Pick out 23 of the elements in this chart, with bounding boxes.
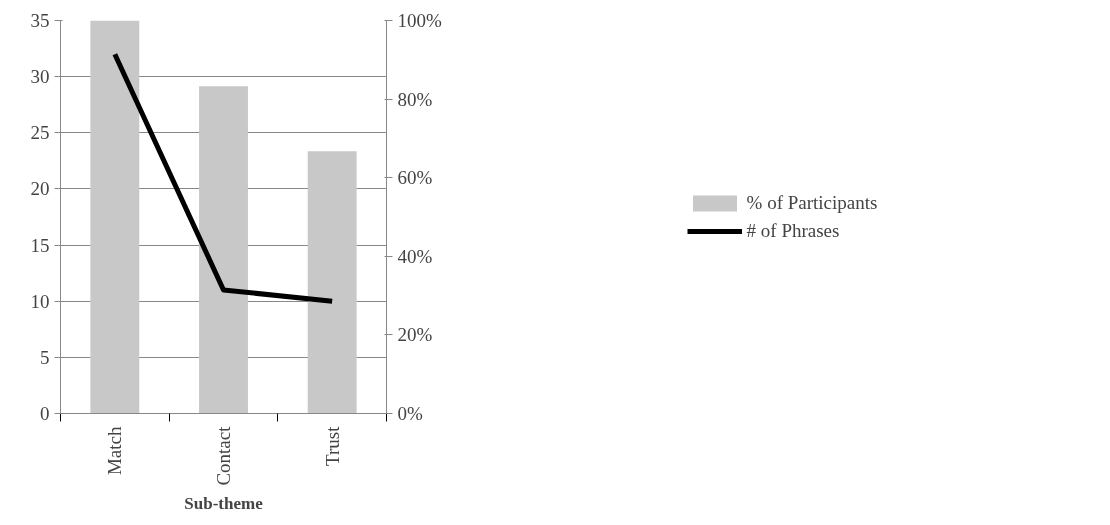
bar [307,151,357,414]
y-tick-label: 15 [30,234,50,256]
y2-tick-label: 60% [397,167,433,189]
legend-label: % of Participants [746,191,878,214]
y2-tick-label: 40% [397,245,433,267]
y-tick-label: 0 [40,403,50,424]
bar [90,20,140,414]
x-tick-label: Trust [321,425,343,466]
y2-tick-label: 100% [397,10,442,31]
y2-tick-label: 20% [397,324,433,346]
y2-tick-label: 0% [397,403,423,424]
legend-label: # of Phrases [746,219,840,242]
x-axis-title: Sub-theme [184,493,264,513]
x-tick-label: Contact [213,425,234,486]
bar [199,86,248,414]
y-tick-label: 20 [30,178,50,200]
y-tick-label: 35 [30,10,50,31]
y-tick-label: 10 [30,290,50,312]
x-tick-label: Match [104,426,126,476]
y-tick-label: 5 [40,346,50,368]
y-tick-label: 30 [30,66,50,88]
y2-tick-label: 80% [397,88,433,110]
y-tick-label: 25 [30,122,50,144]
